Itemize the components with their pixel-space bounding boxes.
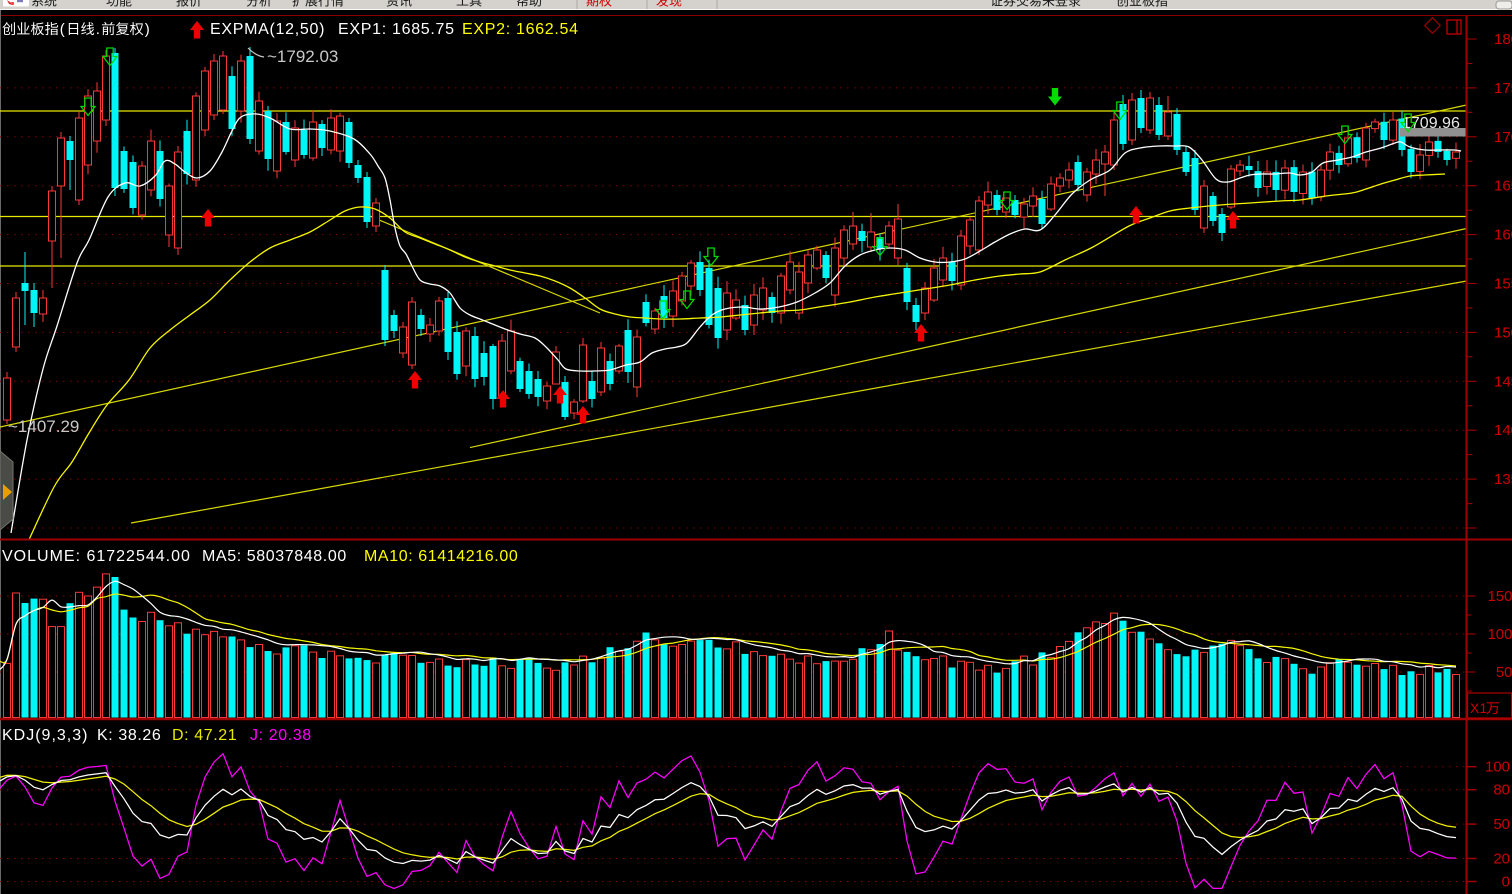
svg-text:1400: 1400 [1494,422,1512,439]
svg-text:MA10: 61414216.00: MA10: 61414216.00 [364,548,518,565]
svg-text:J: 20.38: J: 20.38 [250,727,312,744]
svg-text:1550: 1550 [1494,276,1512,293]
svg-text:20: 20 [1493,851,1510,868]
svg-text:1750: 1750 [1494,80,1512,97]
svg-text:150: 150 [1487,588,1512,605]
svg-text:50: 50 [1493,816,1510,833]
svg-text:1650: 1650 [1494,178,1512,195]
svg-text:1600: 1600 [1494,227,1512,244]
svg-text:1709.96: 1709.96 [1402,115,1460,132]
svg-text:K: 38.26: K: 38.26 [97,727,161,744]
svg-text:KDJ(9,3,3): KDJ(9,3,3) [2,727,88,744]
svg-text:EXPMA(12,50): EXPMA(12,50) [210,21,325,38]
svg-text:X1: X1 [1470,700,1487,716]
svg-text:100: 100 [1485,759,1510,776]
svg-text:~1407.29: ~1407.29 [8,417,79,436]
svg-text:.: . [96,21,100,38]
svg-text:MA5: 58037848.00: MA5: 58037848.00 [202,548,347,565]
svg-text:1500: 1500 [1494,324,1512,341]
svg-text:1700: 1700 [1494,129,1512,146]
svg-text:(: ( [60,21,65,38]
svg-text:100: 100 [1487,626,1512,643]
svg-text:EXP2: 1662.54: EXP2: 1662.54 [462,21,579,38]
svg-text:80: 80 [1493,782,1510,799]
svg-text:VOLUME: 61722544.00: VOLUME: 61722544.00 [2,548,191,565]
svg-text:0: 0 [1502,874,1510,891]
svg-text:1450: 1450 [1494,373,1512,390]
svg-text:~1792.03: ~1792.03 [267,47,338,66]
svg-text:): ) [145,21,150,38]
svg-text:1800: 1800 [1494,31,1512,48]
svg-text:EXP1: 1685.75: EXP1: 1685.75 [338,21,455,38]
svg-text:50: 50 [1496,664,1512,681]
svg-text:1350: 1350 [1494,471,1512,488]
svg-text:D: 47.21: D: 47.21 [172,727,237,744]
